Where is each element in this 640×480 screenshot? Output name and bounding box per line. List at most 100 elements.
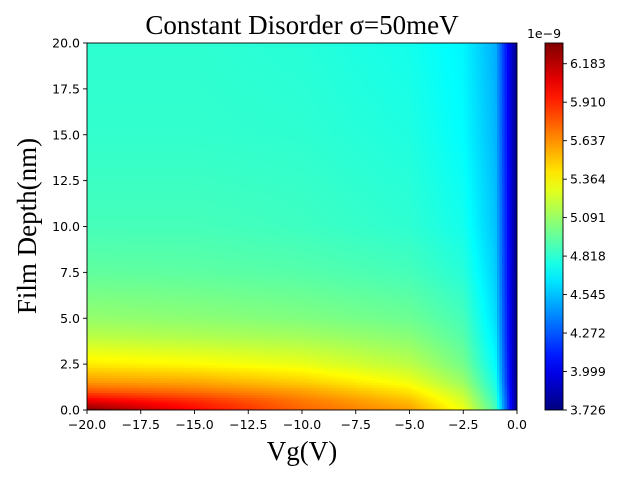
heatmap-cell xyxy=(342,53,345,56)
heatmap-cell xyxy=(227,83,230,86)
heatmap-cell xyxy=(352,110,355,114)
heatmap-cell xyxy=(387,50,390,54)
heatmap-cell xyxy=(472,93,475,96)
heatmap-cell xyxy=(472,80,475,84)
heatmap-cell xyxy=(279,78,283,81)
heatmap-cell xyxy=(222,70,225,74)
heatmap-cell xyxy=(394,85,398,89)
heatmap-cell xyxy=(142,93,145,96)
heatmap-cell xyxy=(144,78,148,81)
heatmap-cell xyxy=(147,43,150,46)
heatmap-cell xyxy=(137,53,140,56)
heatmap-cell xyxy=(369,63,373,66)
heatmap-cell xyxy=(297,95,300,99)
heatmap-cell xyxy=(319,93,323,96)
heatmap-cell xyxy=(92,85,95,89)
heatmap-cell xyxy=(152,65,155,69)
heatmap-cell xyxy=(264,75,268,79)
heatmap-cell xyxy=(227,63,230,66)
heatmap-cell xyxy=(404,68,408,71)
heatmap-cell xyxy=(214,73,218,76)
heatmap-cell xyxy=(232,113,235,116)
heatmap-cell xyxy=(194,58,198,61)
heatmap-cell xyxy=(332,100,335,104)
heatmap-cell xyxy=(194,95,198,99)
heatmap-cell xyxy=(224,110,228,114)
heatmap-cell xyxy=(479,73,483,76)
heatmap-cell xyxy=(157,58,160,61)
heatmap-cell xyxy=(307,98,310,101)
heatmap-cell xyxy=(504,68,508,71)
heatmap-cell xyxy=(192,93,195,96)
heatmap-cell xyxy=(162,93,165,96)
heatmap-cell xyxy=(362,95,365,99)
heatmap-cell xyxy=(484,78,488,81)
heatmap-cell xyxy=(127,93,130,96)
heatmap-cell xyxy=(294,100,298,104)
heatmap-cell xyxy=(382,53,385,56)
heatmap-cell xyxy=(319,80,323,84)
heatmap-cell xyxy=(254,50,258,54)
heatmap-cell xyxy=(469,98,473,101)
heatmap-cell xyxy=(162,78,165,81)
heatmap-cell xyxy=(94,78,98,81)
heatmap-cell xyxy=(329,108,333,111)
heatmap-cell xyxy=(429,50,433,54)
heatmap-cell xyxy=(234,80,238,84)
heatmap-cell xyxy=(494,45,498,49)
heatmap-cell xyxy=(299,108,303,111)
heatmap-cell xyxy=(197,95,200,99)
heatmap-cell xyxy=(314,70,318,74)
heatmap-cell xyxy=(107,115,110,119)
heatmap-cell xyxy=(304,95,308,99)
heatmap-cell xyxy=(247,75,250,79)
heatmap-cell xyxy=(419,95,423,99)
heatmap-cell xyxy=(267,90,270,94)
heatmap-cell xyxy=(194,113,198,116)
heatmap-cell xyxy=(442,60,445,64)
heatmap-cell xyxy=(372,53,375,56)
heatmap-cell xyxy=(182,100,185,104)
heatmap-cell xyxy=(499,98,503,101)
heatmap-cell xyxy=(419,43,423,46)
heatmap-cell xyxy=(302,88,305,91)
heatmap-cell xyxy=(107,113,110,116)
heatmap-cell xyxy=(189,55,193,59)
heatmap-cell xyxy=(137,105,140,109)
heatmap-cell xyxy=(504,48,508,51)
heatmap-cell xyxy=(309,53,313,56)
heatmap-cell xyxy=(439,63,443,66)
heatmap-cell xyxy=(474,53,478,56)
heatmap-cell xyxy=(129,75,133,79)
heatmap-cell xyxy=(219,53,223,56)
heatmap-cell xyxy=(357,78,360,81)
heatmap-cell xyxy=(99,95,103,99)
heatmap-cell xyxy=(252,113,255,116)
heatmap-cell xyxy=(447,95,450,99)
heatmap-cell xyxy=(232,103,235,106)
heatmap-cell xyxy=(164,85,168,89)
heatmap-cell xyxy=(97,108,100,111)
heatmap-cell xyxy=(324,75,328,79)
heatmap-cell xyxy=(357,53,360,56)
heatmap-cell xyxy=(387,85,390,89)
heatmap-cell xyxy=(377,83,380,86)
heatmap-cell xyxy=(177,78,180,81)
heatmap-cell xyxy=(162,80,165,84)
heatmap-cell xyxy=(169,88,173,91)
heatmap-cell xyxy=(237,93,240,96)
heatmap-cell xyxy=(514,88,517,91)
heatmap-cell xyxy=(284,90,288,94)
heatmap-cell xyxy=(239,93,243,96)
heatmap-cell xyxy=(197,113,200,116)
heatmap-cell xyxy=(137,43,140,46)
heatmap-cell xyxy=(412,63,415,66)
heatmap-cell xyxy=(327,90,330,94)
heatmap-cell xyxy=(189,53,193,56)
heatmap-cell xyxy=(332,105,335,109)
heatmap-cell xyxy=(427,48,430,51)
heatmap-cell xyxy=(439,78,443,81)
heatmap-cell xyxy=(424,93,428,96)
heatmap-cell xyxy=(97,88,100,91)
heatmap-cell xyxy=(182,55,185,59)
